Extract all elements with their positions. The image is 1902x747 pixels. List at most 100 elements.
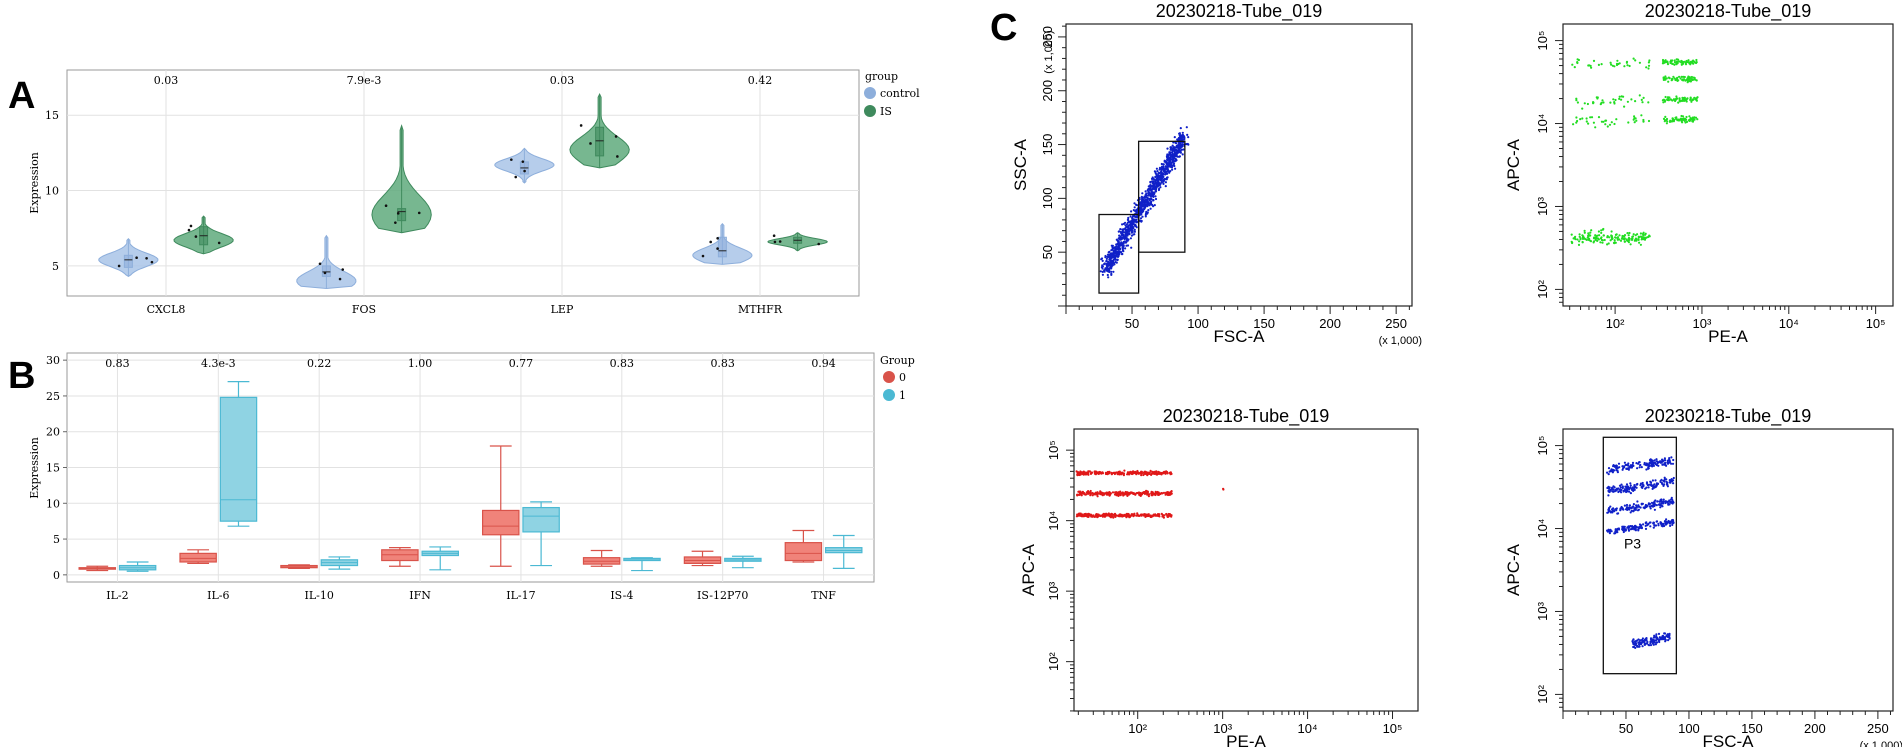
- c2-event-dot: [1607, 242, 1610, 245]
- c2-event-dot: [1695, 97, 1698, 100]
- c4-event-dot: [1615, 530, 1618, 533]
- c4-event-dot: [1655, 484, 1658, 487]
- c1-x-axis-label: FSC-A: [1214, 327, 1266, 346]
- c2-event-dot: [1602, 227, 1605, 231]
- c2-event-dot: [1585, 120, 1588, 123]
- c2-event-dot: [1626, 232, 1629, 235]
- c1-event-dot: [1106, 267, 1110, 271]
- panel-b-x-tick-label: IL-2: [106, 589, 128, 602]
- c3-event-dot: [1107, 470, 1110, 474]
- c2-x-tick-label: 10⁵: [1866, 316, 1886, 331]
- c3-event-dot: [1140, 492, 1144, 495]
- c2-event-dot: [1589, 231, 1592, 234]
- c4-event-dot: [1641, 640, 1644, 643]
- c4-event-dot: [1606, 486, 1609, 490]
- c2-event-dot: [1634, 59, 1637, 62]
- c1-event-dot: [1180, 148, 1183, 151]
- c4-event-dot: [1637, 504, 1640, 507]
- c1-event-dot: [1130, 246, 1133, 249]
- c2-event-dot: [1590, 229, 1593, 232]
- c4-event-dot: [1657, 524, 1660, 527]
- c4-event-dot: [1669, 481, 1672, 484]
- c4-event-dot: [1628, 504, 1631, 507]
- c1-event-dot: [1109, 257, 1112, 261]
- c1-event-dot: [1169, 162, 1172, 165]
- c1-event-dot: [1185, 126, 1188, 129]
- c1-event-dot: [1106, 273, 1109, 277]
- c2-event-dot: [1606, 125, 1609, 128]
- c4-event-dot: [1606, 471, 1609, 474]
- c1-event-dot: [1155, 167, 1158, 170]
- c4-event-dot: [1626, 507, 1629, 511]
- c4-event-dot: [1627, 486, 1630, 489]
- panel-b-y-tick-label: 15: [46, 462, 60, 475]
- c1-event-dot: [1159, 186, 1162, 189]
- c2-event-dot: [1613, 101, 1616, 104]
- c1-event-dot: [1131, 230, 1134, 234]
- c4-event-dot: [1636, 467, 1639, 470]
- c4-event-dot: [1631, 488, 1634, 492]
- panel-a-x-tick-label: MTHFR: [738, 303, 783, 316]
- c1-event-dot: [1132, 220, 1135, 223]
- c2-event-dot: [1611, 64, 1614, 67]
- c2-event-dot: [1664, 75, 1667, 78]
- c2-event-dot: [1583, 102, 1586, 105]
- legend-swatch-group-1: [883, 389, 895, 401]
- c1-event-dot: [1108, 254, 1112, 257]
- c4-event-dot: [1652, 521, 1656, 525]
- c4-event-dot: [1636, 482, 1639, 486]
- c1-event-dot: [1131, 229, 1134, 232]
- c2-event-dot: [1597, 63, 1600, 66]
- c2-event-dot: [1581, 117, 1584, 120]
- c3-event-dot: [1153, 471, 1157, 474]
- c4-event-dot: [1632, 641, 1635, 645]
- violin-sample-point: [394, 221, 397, 224]
- c2-event-dot: [1673, 63, 1676, 66]
- c2-event-dot: [1587, 235, 1590, 238]
- c1-event-dot: [1166, 158, 1169, 161]
- c2-event-dot: [1577, 58, 1580, 62]
- c2-event-dot: [1641, 237, 1644, 240]
- c2-plot-frame: [1562, 23, 1894, 307]
- c4-event-dot: [1655, 639, 1658, 642]
- c4-event-dot: [1625, 503, 1629, 507]
- c1-event-dot: [1175, 142, 1178, 145]
- c1-event-dot: [1152, 187, 1155, 190]
- c1-event-dot: [1107, 269, 1110, 272]
- c1-event-dot: [1125, 234, 1128, 237]
- c1-event-dot: [1148, 193, 1151, 196]
- c1-event-dot: [1178, 155, 1181, 158]
- c3-event-dot: [1140, 470, 1143, 473]
- c2-event-dot: [1681, 97, 1684, 100]
- c2-event-dot: [1592, 102, 1595, 105]
- c3-event-dot: [1080, 494, 1083, 497]
- c2-event-dot: [1623, 65, 1626, 68]
- c4-event-dot: [1607, 530, 1610, 533]
- c4-event-dot: [1629, 492, 1632, 495]
- c2-event-dot: [1596, 234, 1599, 237]
- c4-event-dot: [1612, 507, 1615, 510]
- c1-event-dot: [1186, 142, 1189, 146]
- c1-event-dot: [1119, 228, 1122, 231]
- panel-b-p-value: 0.83: [105, 357, 130, 370]
- panel-a-p-value: 0.42: [748, 74, 773, 87]
- c2-event-dot: [1626, 64, 1629, 67]
- violin-sample-point: [341, 268, 345, 271]
- c1-x-tick-label: 150: [1253, 316, 1275, 331]
- c2-event-dot: [1676, 62, 1679, 65]
- panel-a-p-value: 0.03: [550, 74, 575, 87]
- c2-event-dot: [1609, 61, 1612, 64]
- c2-event-dot: [1587, 232, 1590, 235]
- c1-event-dot: [1159, 177, 1162, 180]
- c3-event-dot: [1097, 514, 1100, 517]
- c4-event-dot: [1617, 490, 1620, 493]
- c4-event-dot: [1622, 530, 1625, 534]
- c2-title: 20230218-Tube_019: [1645, 1, 1811, 22]
- c1-event-dot: [1140, 210, 1143, 213]
- c2-event-dot: [1670, 98, 1673, 101]
- c4-event-dot: [1616, 488, 1619, 491]
- c4-event-dot: [1612, 485, 1615, 488]
- c2-event-dot: [1661, 58, 1665, 62]
- c4-event-dot: [1663, 476, 1666, 479]
- c4-y-tick-label: 10³: [1535, 601, 1550, 620]
